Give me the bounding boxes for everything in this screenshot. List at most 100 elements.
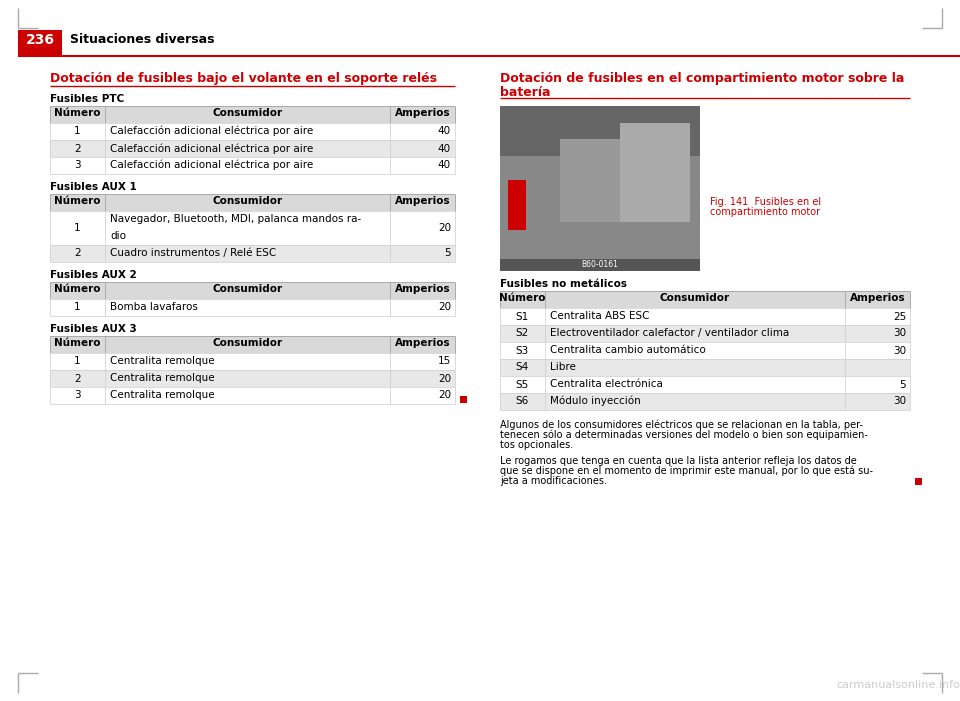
Text: Centralita ABS ESC: Centralita ABS ESC [550,311,650,321]
Bar [50,387,455,404]
Bar [500,393,910,410]
Text: Fig. 141  Fusibles en el: Fig. 141 Fusibles en el [710,197,821,207]
Text: dio: dio [110,231,126,241]
Text: 1: 1 [74,126,81,137]
Bar [460,396,467,403]
Text: 30: 30 [893,346,906,355]
Bar [50,157,455,174]
Text: Amperios: Amperios [396,338,451,348]
Text: Bomba lavafaros: Bomba lavafaros [110,302,198,312]
Bar [50,106,455,123]
Bar [500,376,910,393]
Text: 2: 2 [74,374,81,383]
Text: S5: S5 [516,379,529,390]
Text: Situaciones diversas: Situaciones diversas [70,33,214,46]
Bar [18,30,62,56]
Bar [50,353,455,370]
Bar [50,211,455,245]
Text: Dotación de fusibles en el compartimiento motor sobre la: Dotación de fusibles en el compartimient… [500,72,904,85]
Text: Centralita remolque: Centralita remolque [110,356,215,366]
Bar [500,342,910,359]
Text: Consumidor: Consumidor [212,338,282,348]
Text: 5: 5 [900,379,906,390]
Text: carmanualsonline.info: carmanualsonline.info [836,680,960,690]
Text: Número: Número [55,284,101,294]
Bar [50,245,455,262]
Text: 30: 30 [893,329,906,339]
Text: 20: 20 [438,303,451,313]
Bar [500,106,700,156]
Text: Fusibles PTC: Fusibles PTC [50,94,124,104]
Text: Calefacción adicional eléctrica por aire: Calefacción adicional eléctrica por aire [110,126,313,137]
Text: 3: 3 [74,390,81,400]
Text: Amperios: Amperios [396,196,451,206]
Text: 25: 25 [893,311,906,322]
Text: batería: batería [500,86,550,99]
Text: 20: 20 [438,374,451,383]
Bar [508,180,526,230]
Text: 1: 1 [74,357,81,367]
Bar [500,259,700,271]
Bar [500,106,700,271]
Bar [500,291,910,308]
Bar [620,123,690,222]
Bar [50,282,455,299]
Text: tenecen sólo a determinadas versiones del modelo o bien son equipamien-: tenecen sólo a determinadas versiones de… [500,430,868,440]
Text: Número: Número [55,108,101,118]
Bar [500,325,910,342]
Bar [50,370,455,387]
Bar [500,308,910,325]
Text: Navegador, Bluetooth, MDI, palanca mandos ra-: Navegador, Bluetooth, MDI, palanca mando… [110,214,361,224]
Text: Centralita remolque: Centralita remolque [110,390,215,400]
Text: Consumidor: Consumidor [212,108,282,118]
Text: 2: 2 [74,248,81,259]
Text: B60-0161: B60-0161 [582,260,618,269]
Text: 20: 20 [438,223,451,233]
Bar [50,299,455,316]
Bar [915,478,922,485]
Text: Fusibles AUX 3: Fusibles AUX 3 [50,324,136,334]
Text: S4: S4 [516,362,529,372]
Text: 1: 1 [74,223,81,233]
Text: Dotación de fusibles bajo el volante en el soporte relés: Dotación de fusibles bajo el volante en … [50,72,437,85]
Text: Electroventilador calefactor / ventilador clima: Electroventilador calefactor / ventilado… [550,328,789,338]
Text: Centralita electrónica: Centralita electrónica [550,379,662,389]
Text: S6: S6 [516,397,529,407]
Text: Número: Número [55,196,101,206]
Bar [50,194,455,211]
Text: 15: 15 [438,357,451,367]
Text: 30: 30 [893,397,906,407]
Text: 20: 20 [438,390,451,400]
Text: Módulo inyección: Módulo inyección [550,396,640,407]
Text: tos opcionales.: tos opcionales. [500,440,573,450]
Text: Libre: Libre [550,362,576,372]
Text: Cuadro instrumentos / Relé ESC: Cuadro instrumentos / Relé ESC [110,248,276,258]
Bar [50,336,455,353]
Text: 5: 5 [444,248,451,259]
Bar [500,359,910,376]
Text: 40: 40 [438,161,451,170]
Text: Fusibles AUX 2: Fusibles AUX 2 [50,270,136,280]
Text: Consumidor: Consumidor [212,284,282,294]
Text: S2: S2 [516,329,529,339]
Text: Centralita remolque: Centralita remolque [110,373,215,383]
Bar [560,139,640,222]
Bar [50,140,455,157]
Text: 40: 40 [438,144,451,154]
Text: Calefacción adicional eléctrica por aire: Calefacción adicional eléctrica por aire [110,160,313,170]
Text: Fusibles no metálicos: Fusibles no metálicos [500,279,627,289]
Text: Amperios: Amperios [396,108,451,118]
Text: Número: Número [55,338,101,348]
Text: S3: S3 [516,346,529,355]
Text: 1: 1 [74,303,81,313]
Text: Amperios: Amperios [851,293,906,303]
Text: 2: 2 [74,144,81,154]
Text: Centralita cambio automático: Centralita cambio automático [550,345,706,355]
Text: 3: 3 [74,161,81,170]
Text: S1: S1 [516,311,529,322]
Text: 40: 40 [438,126,451,137]
Text: Calefacción adicional eléctrica por aire: Calefacción adicional eléctrica por aire [110,143,313,154]
Text: que se dispone en el momento de imprimir este manual, por lo que está su-: que se dispone en el momento de imprimir… [500,466,873,477]
Text: compartimiento motor: compartimiento motor [710,207,820,217]
Text: Amperios: Amperios [396,284,451,294]
